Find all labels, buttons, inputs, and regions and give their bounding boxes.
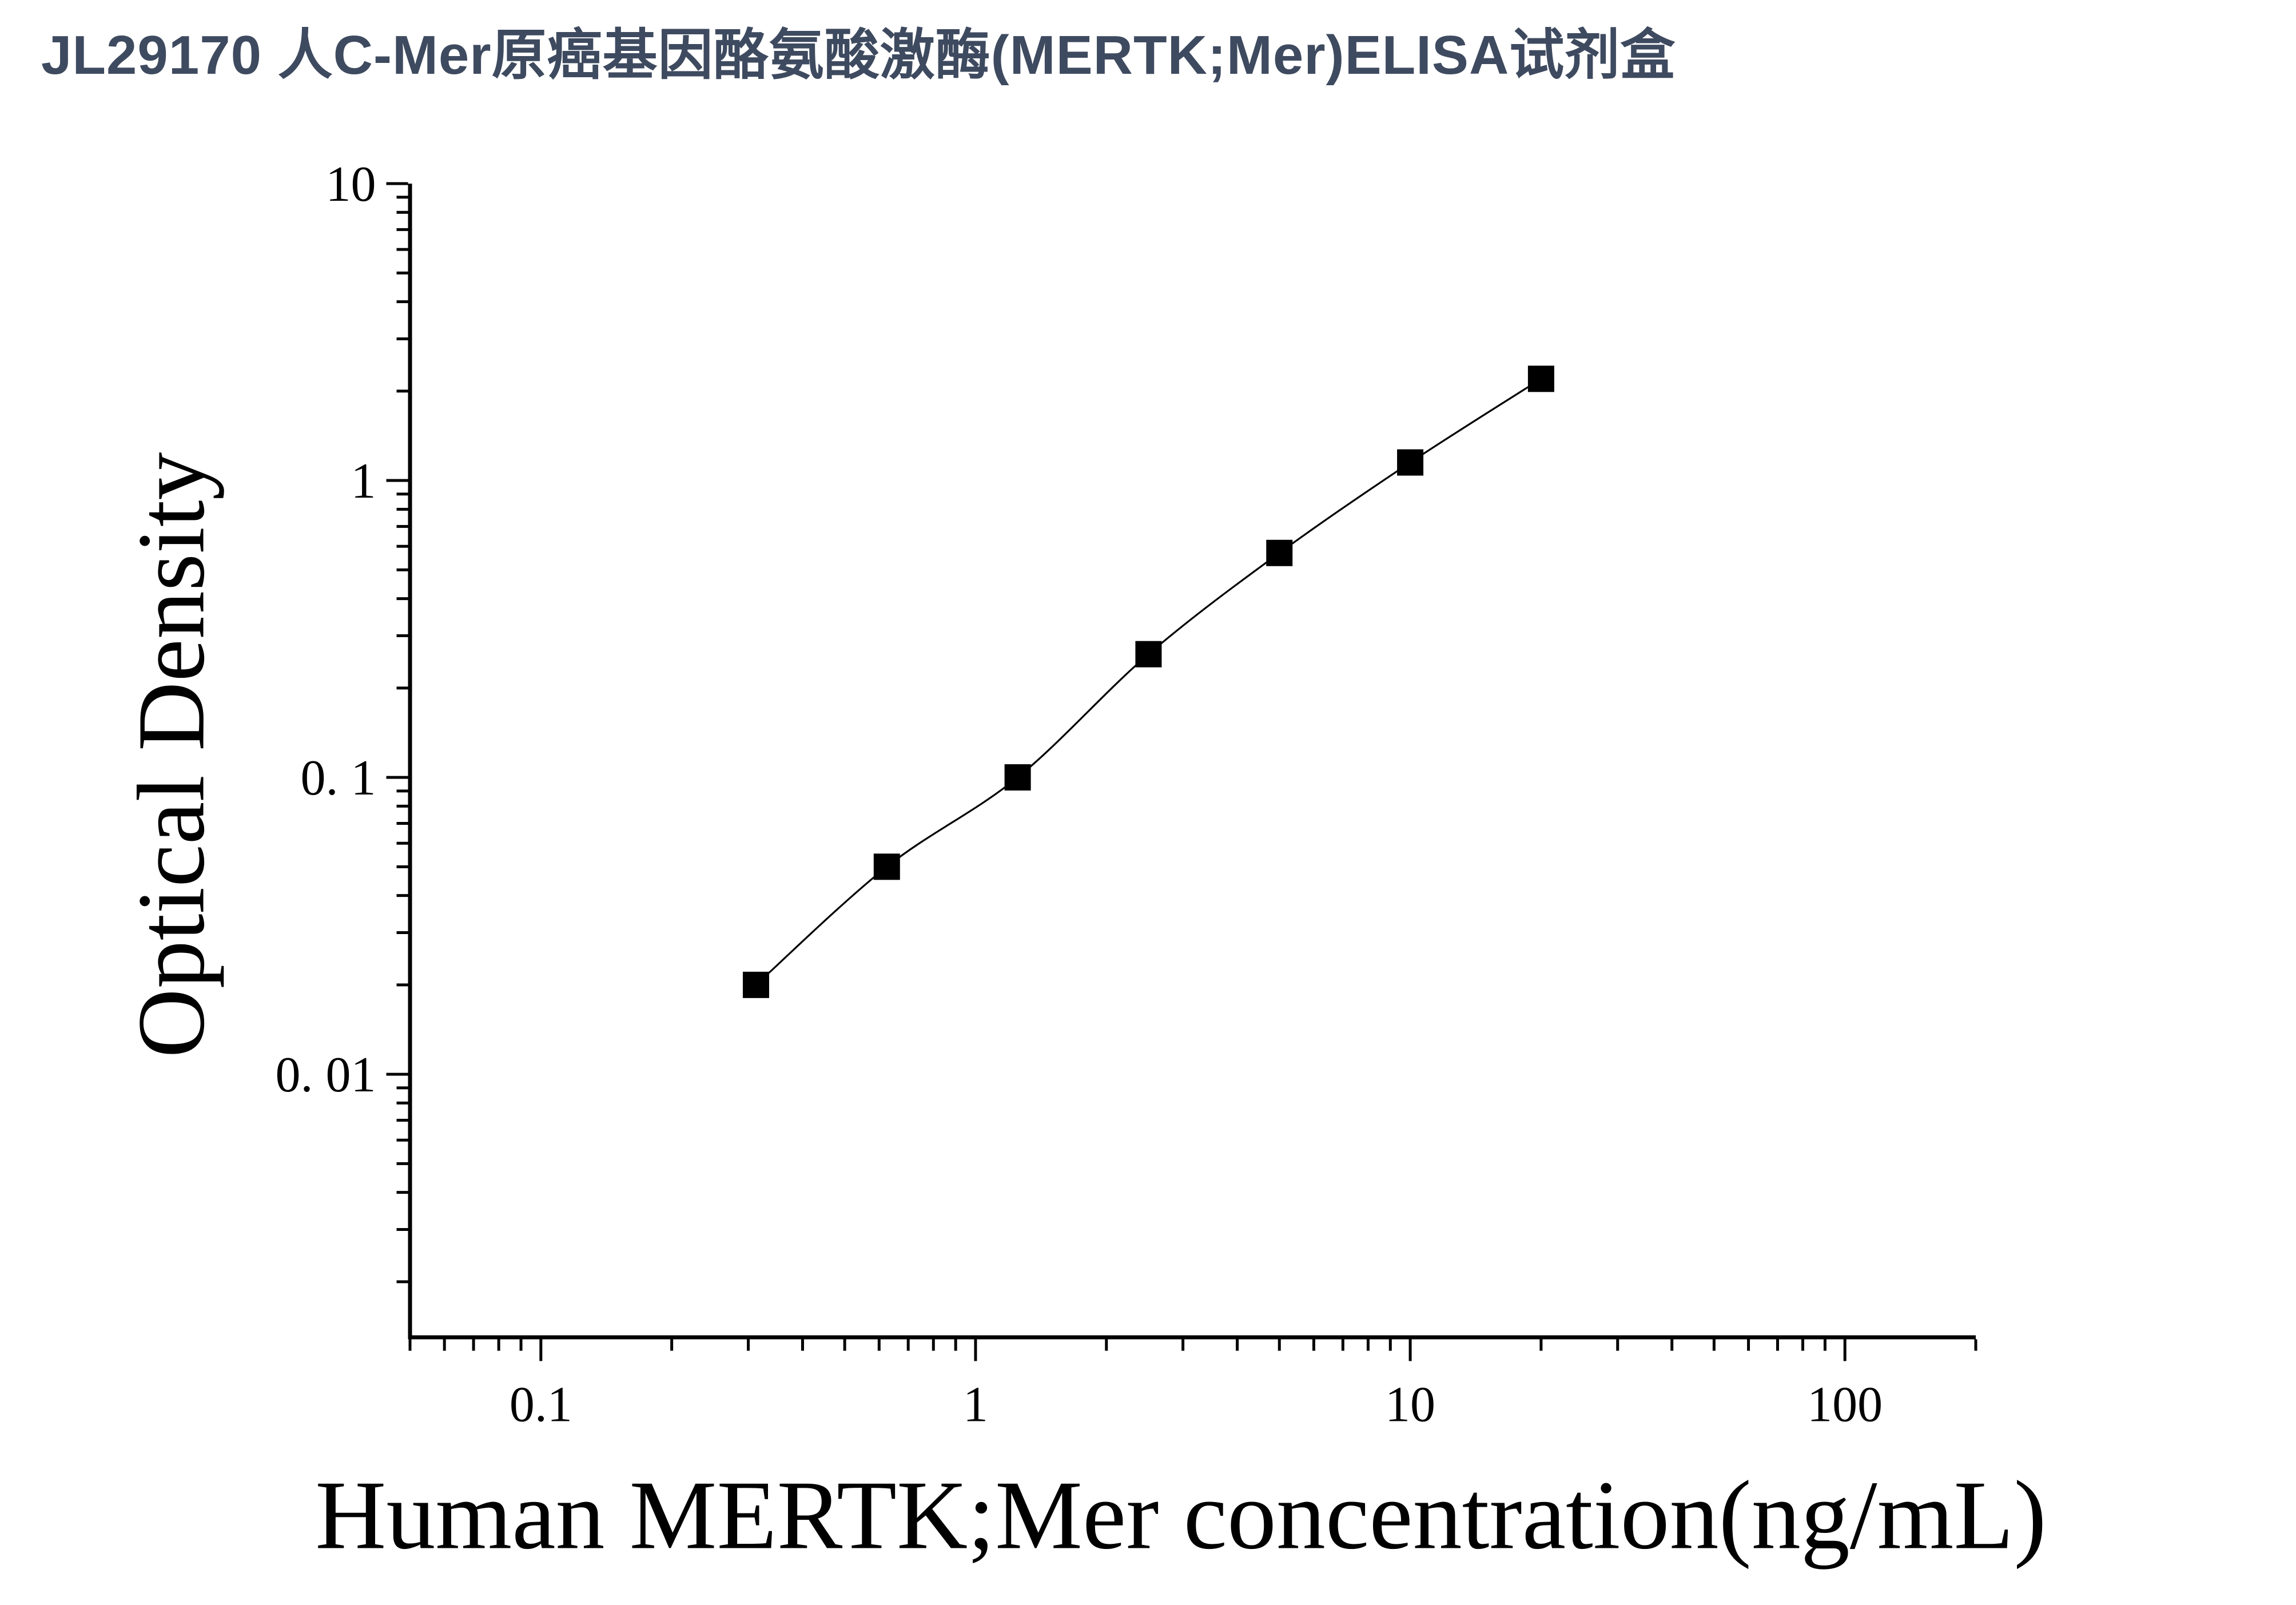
x-axis-title: Human MERTK;Mer concentration(ng/mL)	[315, 1461, 2047, 1570]
y-tick-label: 10	[326, 157, 376, 212]
page-title: JL29170 人C-Mer原癌基因酪氨酸激酶(MERTK;Mer)ELISA试…	[41, 25, 1676, 86]
x-tick-label: 0.1	[510, 1377, 572, 1433]
x-tick-label: 1	[963, 1377, 988, 1433]
x-tick-label: 100	[1807, 1377, 1883, 1433]
data-point-marker	[1135, 641, 1162, 668]
data-point-marker	[1004, 764, 1031, 791]
y-tick-label: 0. 1	[301, 750, 376, 806]
data-point-marker	[742, 971, 769, 998]
data-point-marker	[1266, 539, 1293, 566]
data-point-marker	[1527, 366, 1554, 392]
data-point-marker	[1397, 449, 1424, 476]
x-tick-label: 10	[1385, 1377, 1435, 1433]
data-point-marker	[873, 853, 900, 880]
y-tick-label: 0. 01	[276, 1047, 376, 1103]
y-tick-label: 1	[351, 454, 376, 509]
